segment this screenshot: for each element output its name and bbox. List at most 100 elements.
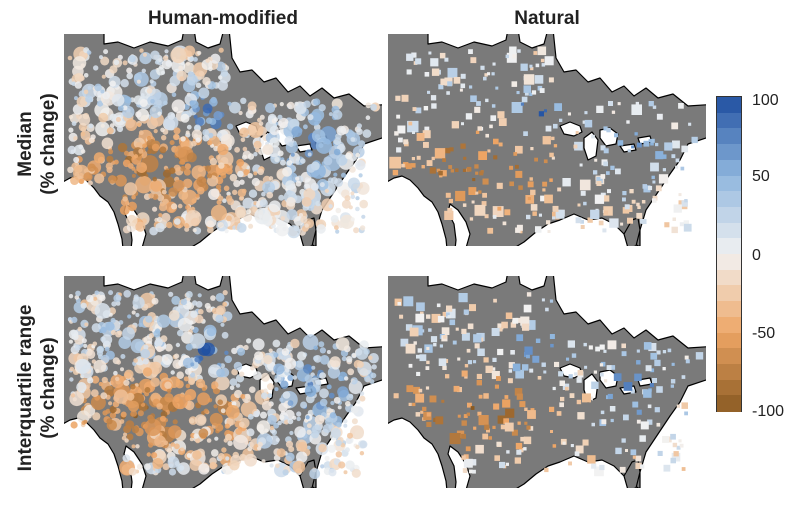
station-marker — [191, 165, 206, 180]
station-marker — [135, 176, 153, 194]
station-marker — [198, 87, 210, 99]
station-marker — [648, 101, 654, 107]
station-marker — [484, 424, 490, 430]
station-marker — [104, 385, 116, 397]
station-marker — [234, 146, 241, 153]
station-marker — [474, 106, 481, 113]
station-marker — [549, 334, 555, 339]
station-marker — [461, 370, 468, 377]
station-marker — [102, 91, 110, 100]
station-marker — [635, 462, 642, 469]
station-marker — [300, 158, 306, 164]
station-marker — [671, 362, 675, 366]
station-marker — [127, 314, 132, 319]
station-marker — [122, 105, 128, 111]
station-marker — [313, 345, 318, 351]
station-marker — [636, 212, 643, 219]
station-marker — [599, 344, 605, 350]
station-marker — [318, 444, 327, 453]
station-marker — [289, 430, 294, 436]
station-marker — [647, 404, 652, 409]
station-marker — [202, 134, 210, 142]
station-marker — [355, 347, 369, 360]
station-marker — [73, 156, 80, 163]
station-marker — [88, 123, 94, 129]
station-marker — [276, 376, 282, 381]
station-marker — [475, 130, 480, 134]
colorbar-level — [717, 97, 741, 114]
station-marker — [108, 401, 113, 406]
colorbar-level — [717, 144, 741, 161]
station-marker — [156, 66, 165, 76]
station-marker — [350, 191, 355, 196]
station-marker — [496, 441, 502, 447]
station-marker — [227, 101, 232, 106]
station-marker — [558, 371, 564, 377]
station-marker — [225, 456, 230, 461]
station-marker — [476, 380, 482, 386]
station-marker — [341, 199, 351, 209]
station-marker — [584, 119, 593, 128]
station-marker — [606, 365, 612, 370]
station-marker — [641, 219, 647, 224]
station-marker — [411, 52, 417, 58]
station-marker — [210, 53, 221, 64]
station-marker — [679, 222, 684, 227]
station-marker — [355, 206, 360, 212]
station-marker — [257, 168, 264, 176]
station-marker — [426, 360, 430, 365]
station-marker — [110, 374, 125, 388]
station-marker — [678, 439, 682, 443]
station-marker — [447, 315, 451, 319]
station-marker — [261, 400, 272, 411]
station-marker — [162, 169, 171, 178]
station-marker — [161, 135, 167, 141]
station-marker — [632, 401, 639, 408]
station-marker — [202, 103, 213, 114]
station-marker — [519, 401, 526, 408]
station-marker — [489, 124, 493, 129]
station-marker — [418, 388, 423, 393]
station-marker — [333, 172, 338, 177]
colorbar-level — [717, 191, 741, 208]
station-marker — [287, 101, 295, 110]
station-marker — [275, 463, 280, 469]
station-marker — [311, 365, 316, 370]
station-marker — [282, 469, 289, 476]
station-marker — [655, 142, 659, 147]
station-marker — [506, 450, 510, 454]
station-marker — [186, 124, 192, 130]
station-marker — [67, 166, 74, 173]
station-marker — [156, 345, 163, 353]
station-marker — [449, 147, 454, 152]
station-marker — [233, 180, 241, 188]
station-marker — [474, 204, 486, 216]
station-marker — [657, 450, 663, 456]
station-marker — [229, 378, 238, 386]
station-marker — [115, 117, 121, 122]
station-marker — [554, 361, 560, 367]
station-marker — [87, 377, 94, 384]
station-marker — [527, 197, 531, 201]
station-marker — [556, 411, 562, 416]
station-marker — [305, 415, 310, 420]
station-marker — [171, 203, 178, 210]
station-marker — [100, 326, 107, 333]
station-marker — [249, 386, 256, 393]
station-marker — [670, 457, 676, 464]
station-marker — [675, 158, 680, 163]
station-marker — [552, 205, 559, 212]
station-marker — [496, 182, 503, 189]
row-title-iqr-line2: (% change) — [38, 337, 59, 439]
station-marker — [524, 421, 528, 425]
station-marker — [636, 142, 642, 148]
station-marker — [543, 159, 548, 164]
station-marker — [231, 368, 238, 376]
map-canvas — [388, 276, 706, 488]
station-marker — [224, 350, 229, 355]
station-marker — [511, 81, 518, 87]
station-marker — [144, 418, 162, 436]
station-marker — [306, 423, 312, 429]
station-marker — [502, 221, 507, 226]
station-marker — [198, 308, 204, 315]
